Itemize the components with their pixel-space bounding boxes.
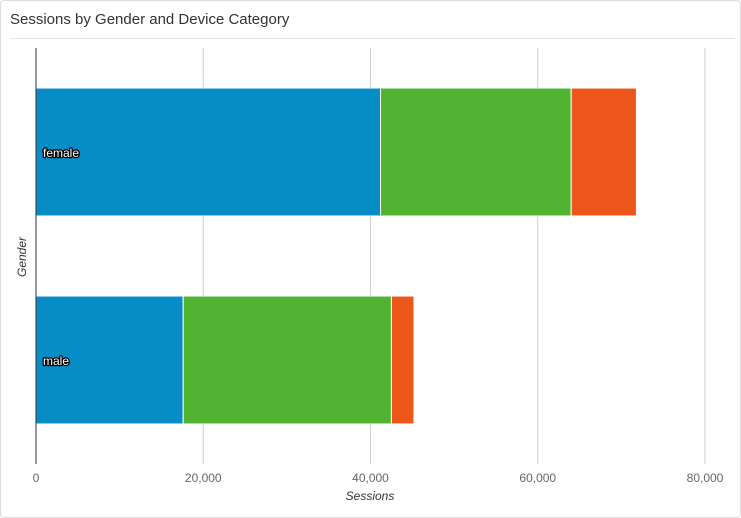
title-divider — [10, 38, 735, 39]
x-tick-label: 40,000 — [352, 471, 389, 485]
x-tick-label: 60,000 — [519, 471, 556, 485]
bar-series — [35, 87, 637, 425]
x-axis-title: Sessions — [346, 489, 395, 503]
bar-female-series-2 — [380, 87, 572, 217]
category-labels: female male — [42, 145, 81, 370]
x-tick-label: 20,000 — [185, 471, 222, 485]
bar-female-series-1 — [35, 87, 382, 217]
chart-title: Sessions by Gender and Device Category — [10, 11, 290, 28]
bar-male-series-3 — [390, 295, 415, 425]
x-tick-label: 80,000 — [687, 471, 724, 485]
bar-male-series-2 — [182, 295, 392, 425]
x-tick-labels: 0 20,000 40,000 60,000 80,000 — [33, 471, 724, 485]
category-label-male: male — [43, 354, 69, 368]
bar-female-series-3 — [570, 87, 637, 217]
x-tick-label: 0 — [33, 471, 40, 485]
category-label-female: female — [43, 146, 79, 160]
y-axis-title: Gender — [15, 236, 29, 277]
